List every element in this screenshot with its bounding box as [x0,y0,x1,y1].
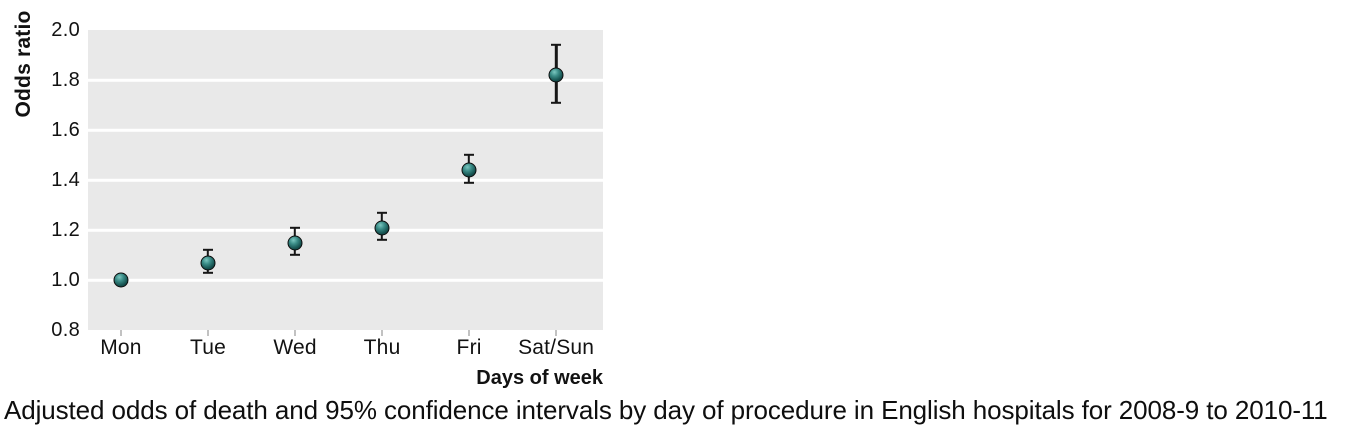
error-bar-cap [377,211,388,214]
x-category-label: Wed [273,336,317,359]
gridline [88,178,603,182]
y-tick-label: 1.4 [51,169,80,191]
gridline [88,278,603,282]
x-tick [381,330,384,336]
y-tick-label: 1.0 [51,269,80,291]
error-bar-cap [551,43,562,47]
x-tick [294,330,297,336]
gridline [88,128,603,132]
error-bar-cap [290,226,301,229]
gridline [88,228,603,232]
error-bar-cap [551,101,562,104]
error-bar-cap [202,271,213,274]
x-tick [206,330,209,336]
x-category-label: Sat/Sun [518,336,595,359]
y-tick-label: 2.0 [51,19,80,41]
x-category-label: Thu [363,336,401,359]
figure-caption: Adjusted odds of death and 95% confidenc… [4,395,1328,425]
x-axis-title: Days of week [476,367,603,389]
x-category-label: Mon [100,336,142,359]
point-marker [287,235,303,250]
error-bar-cap [464,153,475,157]
y-tick-label: 1.8 [51,69,80,91]
point-marker [113,272,129,288]
error-bar-cap [202,248,213,252]
point-marker [461,162,477,178]
x-category-label: Fri [456,336,482,359]
plot-area [88,30,603,330]
y-tick-label: 1.6 [51,119,80,141]
error-bar-cap [377,238,388,242]
gridline [88,78,603,82]
error-bar-cap [464,181,475,184]
point-marker [200,255,216,270]
y-tick-label: 0.8 [51,319,80,341]
x-tick [119,330,122,336]
x-tick [555,330,558,336]
point-marker [548,67,564,83]
y-tick-label: 1.2 [51,219,80,241]
x-category-label: Tue [189,336,226,359]
point-marker [374,220,390,235]
x-tick [468,330,471,336]
error-bar-cap [290,253,301,257]
